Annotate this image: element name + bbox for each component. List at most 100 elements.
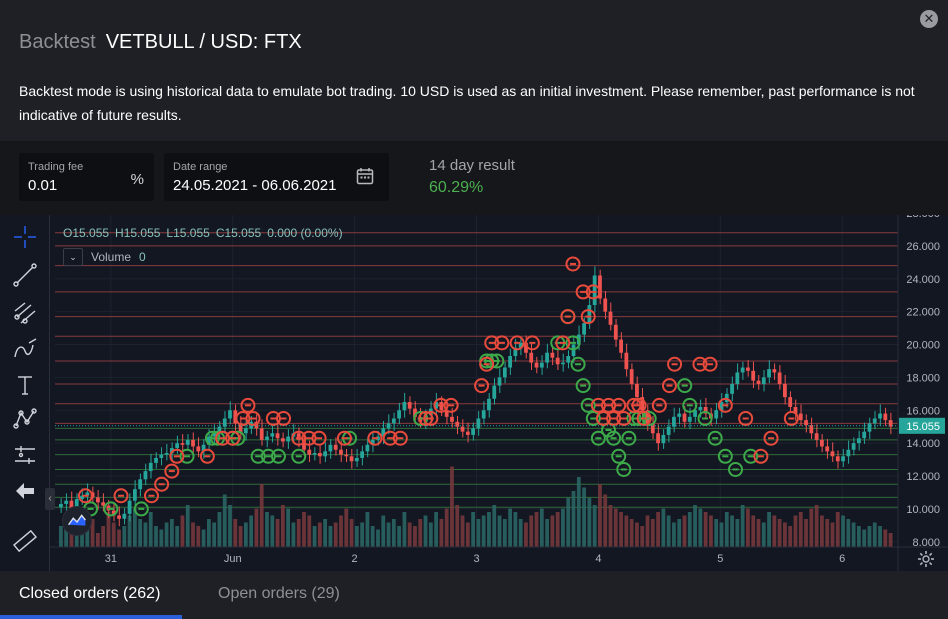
volume-bar [672, 522, 676, 547]
volume-bar [666, 515, 671, 547]
candle-body [703, 406, 708, 414]
measure-icon[interactable] [11, 441, 39, 469]
sell-marker [524, 335, 540, 351]
volume-bar [804, 519, 808, 547]
trading-fee-value[interactable]: 0.01 [28, 177, 58, 194]
buy-marker [179, 448, 195, 464]
candle-body [365, 444, 370, 452]
gear-icon[interactable] [917, 550, 935, 568]
trading-fee-field[interactable]: Trading fee 0.01 % [19, 153, 154, 201]
volume-bar [698, 508, 703, 547]
candle-body [872, 418, 877, 424]
toolbar-collapse-button[interactable]: ‹ [45, 488, 55, 510]
volume-bar [196, 526, 201, 547]
brush-icon[interactable] [11, 335, 39, 363]
chevron-down-icon[interactable]: ⌄ [63, 248, 83, 266]
sell-marker [753, 448, 769, 464]
buy-marker [291, 448, 307, 464]
volume-bar [423, 515, 428, 547]
fib-icon[interactable] [11, 299, 39, 327]
volume-bar [793, 515, 798, 547]
tab-closed-orders[interactable]: Closed orders (262) [19, 585, 160, 603]
volume-bar [814, 505, 819, 547]
volume-bar [117, 529, 121, 547]
volume-bar [386, 522, 391, 547]
volume-bar [302, 512, 306, 547]
volume-bar [735, 519, 740, 547]
candle-body [777, 372, 782, 384]
tradingview-logo-icon[interactable] [62, 506, 92, 536]
volume-bar [539, 508, 544, 547]
volume-bar [328, 526, 333, 547]
ohlc-close: C15.055 [215, 226, 262, 240]
volume-bar [418, 519, 423, 547]
candle-body [524, 342, 528, 353]
volume-bar [719, 522, 724, 547]
candle-body [529, 352, 534, 363]
title-backtest: Backtest [19, 31, 96, 53]
close-icon[interactable]: ✕ [920, 10, 938, 28]
back-arrow-icon[interactable] [11, 477, 39, 505]
volume-bar [740, 505, 745, 547]
volume-bar [502, 519, 507, 547]
price-tick-label: 12.000 [906, 471, 940, 483]
sell-marker [565, 256, 581, 272]
volume-bar [603, 494, 608, 547]
volume-bar [714, 519, 719, 547]
candle-body [328, 444, 333, 452]
date-range-value[interactable]: 24.05.2021 - 06.06.2021 [173, 177, 337, 194]
candle-body [888, 420, 893, 427]
volume-bar [206, 519, 211, 547]
ruler-icon[interactable] [11, 527, 39, 555]
price-chart[interactable]: 28.00026.00024.00022.00020.00018.00016.0… [0, 215, 948, 571]
sell-marker [336, 430, 352, 446]
volume-bar [85, 529, 90, 547]
candle-body [841, 456, 845, 462]
volume-bar [127, 515, 132, 547]
sell-marker [143, 488, 159, 504]
candle-body [333, 444, 338, 450]
sell-marker [215, 430, 231, 446]
volume-bar [460, 515, 465, 547]
candle-body [788, 397, 793, 407]
candle-body [846, 449, 851, 457]
volume-bar [455, 505, 460, 547]
volume-bar [80, 526, 84, 547]
volume-bar [513, 512, 518, 547]
date-range-field[interactable]: Date range 24.05.2021 - 06.06.2021 [164, 153, 389, 201]
volume-bar [629, 519, 634, 547]
candle-body [95, 497, 100, 503]
candle-body [312, 453, 317, 455]
candle-body [761, 377, 766, 384]
candle-body [117, 515, 121, 519]
title-pair: VETBULL / USD: FTX [105, 31, 302, 53]
volume-bar [598, 484, 602, 547]
volume-bar [888, 533, 893, 547]
pattern-icon[interactable] [11, 405, 39, 433]
candle-body [793, 406, 798, 414]
volume-bar [576, 477, 581, 547]
volume-bar [508, 508, 512, 547]
text-icon[interactable] [11, 371, 39, 399]
volume-bar [307, 515, 312, 547]
volume-bar [413, 526, 417, 547]
volume-bar [677, 519, 682, 547]
sell-marker [199, 448, 215, 464]
volume-bar [492, 505, 497, 547]
buy-marker [616, 461, 632, 477]
volume-bar [339, 515, 343, 547]
volume-bar [798, 512, 803, 547]
volume-bar [783, 522, 787, 547]
crosshair-icon[interactable] [11, 223, 39, 251]
candle-body [830, 451, 835, 457]
trend-line-icon[interactable] [11, 261, 39, 289]
sell-marker [276, 410, 292, 426]
volume-bar [867, 526, 872, 547]
buy-marker [677, 378, 693, 394]
candle-body [339, 449, 343, 455]
volume-bar [428, 522, 433, 547]
volume-bar [857, 526, 861, 547]
chart-area[interactable]: 28.00026.00024.00022.00020.00018.00016.0… [0, 215, 948, 571]
calendar-icon[interactable] [356, 167, 374, 185]
tab-open-orders[interactable]: Open orders (29) [218, 585, 340, 603]
